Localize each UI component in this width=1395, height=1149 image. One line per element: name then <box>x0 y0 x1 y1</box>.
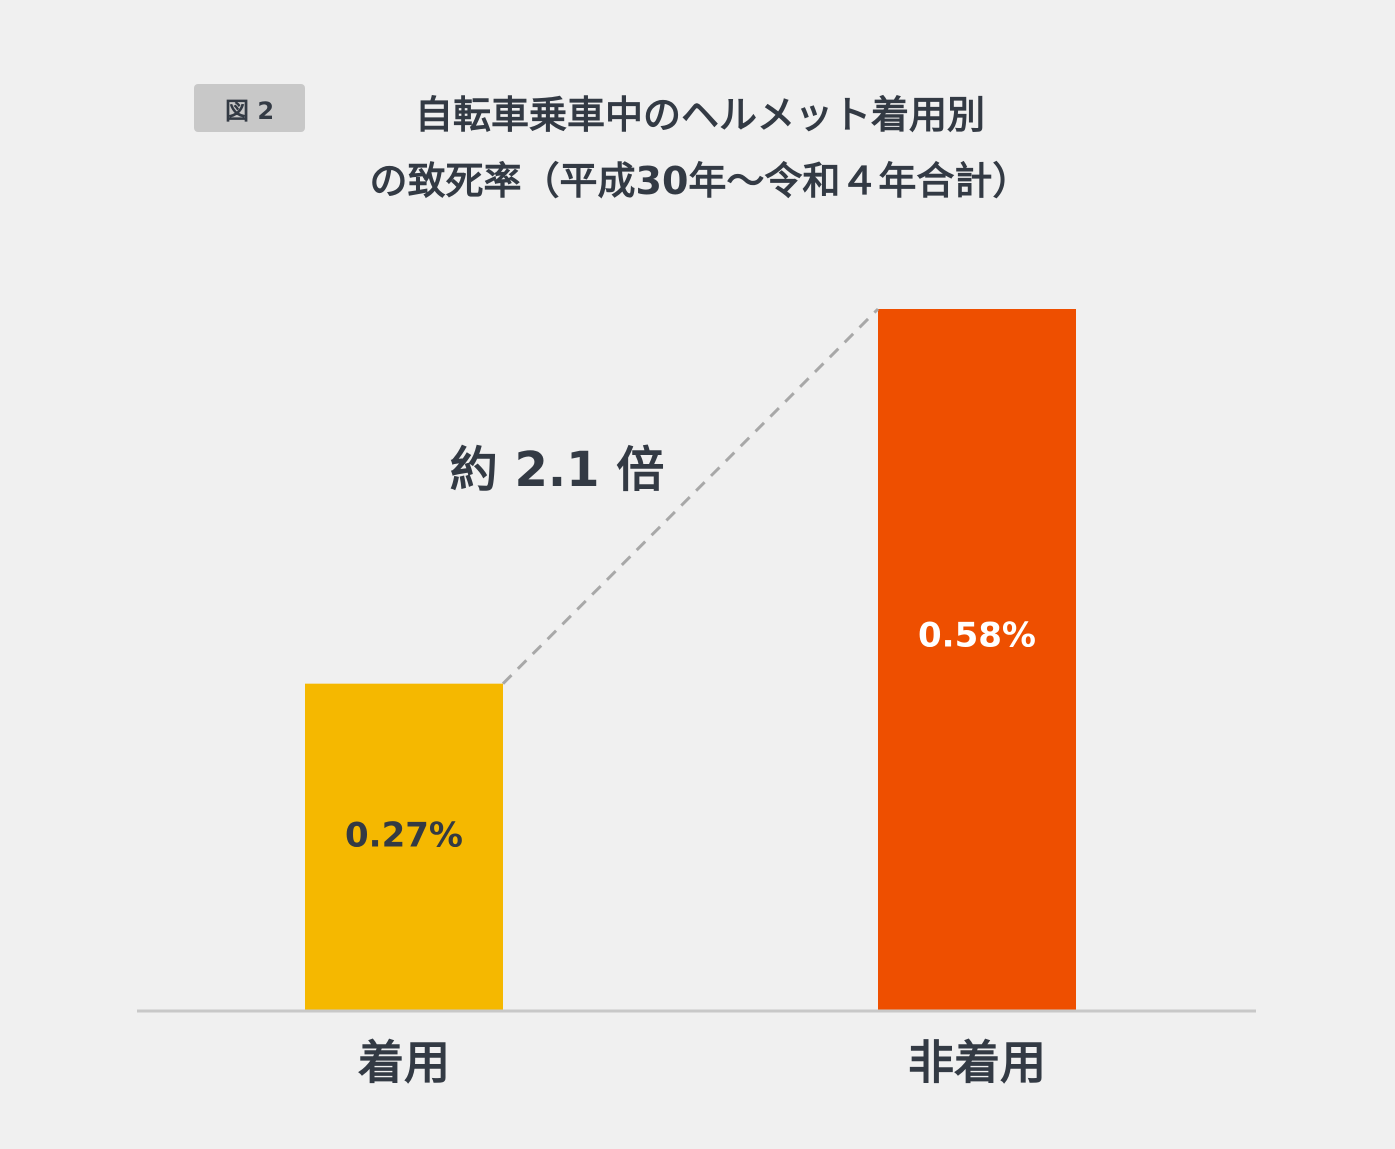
value-label-1: 0.27% <box>345 816 463 856</box>
ratio-annotation: 約 2.1 倍 <box>450 442 664 498</box>
value-label-2: 0.58% <box>918 616 1036 656</box>
category-label-1: 着用 <box>358 1036 450 1090</box>
chart-title: 自転車乗車中のヘルメット着用別 の致死率（平成30年〜令和４年合計） <box>300 82 1100 214</box>
chart-title-line-2: の致死率（平成30年〜令和４年合計） <box>369 159 1031 203</box>
bar-1 <box>305 683 503 1010</box>
chart-title-line-1: 自転車乗車中のヘルメット着用別 <box>414 93 985 137</box>
figure-number-badge: 図 2 <box>194 84 305 132</box>
category-label-2: 非着用 <box>908 1036 1046 1090</box>
ratio-connector-line <box>501 307 880 685</box>
bar-2 <box>878 309 1076 1010</box>
